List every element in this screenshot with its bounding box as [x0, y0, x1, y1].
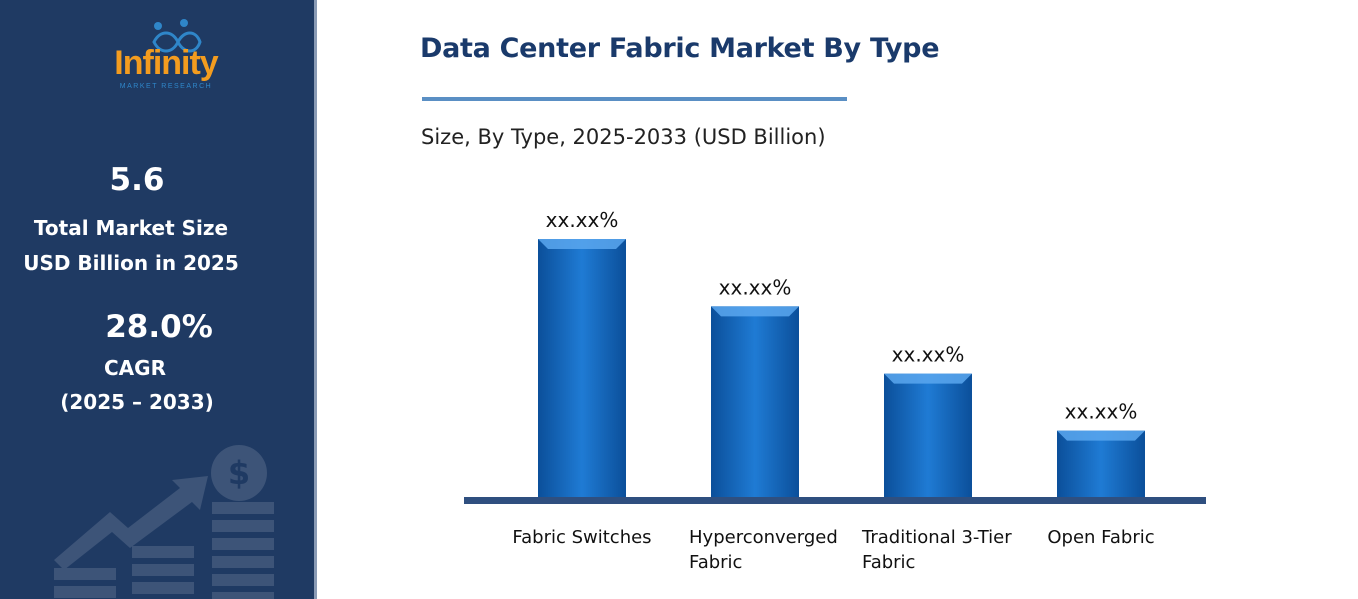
data-label-2: xx.xx% — [892, 343, 965, 367]
panel-divider — [314, 0, 317, 599]
bar-bevel-2 — [884, 373, 972, 384]
cagr-period-label: (2025 – 2033) — [60, 390, 214, 414]
bar-2 — [884, 373, 972, 498]
market-size-value: 5.6 — [109, 162, 165, 198]
data-label-3: xx.xx% — [1065, 400, 1138, 424]
svg-text:$: $ — [228, 454, 250, 492]
bar-bevel-0 — [538, 239, 626, 249]
brand-name: Infinity — [114, 44, 219, 82]
bar-3 — [1057, 430, 1145, 498]
x-axis-line — [464, 497, 1206, 504]
data-label-1: xx.xx% — [719, 275, 792, 299]
infinity-people-icon — [152, 19, 202, 53]
title-underline — [422, 97, 847, 101]
market-size-unit-label: USD Billion in 2025 — [23, 251, 239, 275]
bar-bevel-1 — [711, 306, 799, 317]
category-label-3: Open Fabric — [1047, 527, 1154, 548]
bar-bevel-3 — [1057, 430, 1145, 441]
market-size-label: Total Market Size — [33, 216, 229, 240]
data-label-0: xx.xx% — [546, 208, 619, 232]
bar-0 — [538, 239, 626, 498]
cagr-value: 28.0% — [105, 309, 213, 345]
brand-logo: Infinity MARKET RESEARCH — [114, 19, 220, 90]
dollar-growth-icon: $ — [54, 445, 274, 599]
chart-title: Data Center Fabric Market By Type — [420, 33, 940, 64]
summary-panel: Infinity MARKET RESEARCH 5.6 Total Marke… — [0, 0, 314, 599]
chart-subtitle: Size, By Type, 2025-2033 (USD Billion) — [421, 125, 826, 149]
bar-1 — [711, 306, 799, 498]
brand-tagline: MARKET RESEARCH — [120, 83, 212, 90]
category-label-2: Traditional 3-Tier Fabric — [861, 527, 1012, 573]
cagr-label: CAGR — [104, 356, 166, 380]
category-label-1: Hyperconverged Fabric — [689, 527, 838, 573]
category-label-0: Fabric Switches — [512, 527, 651, 548]
